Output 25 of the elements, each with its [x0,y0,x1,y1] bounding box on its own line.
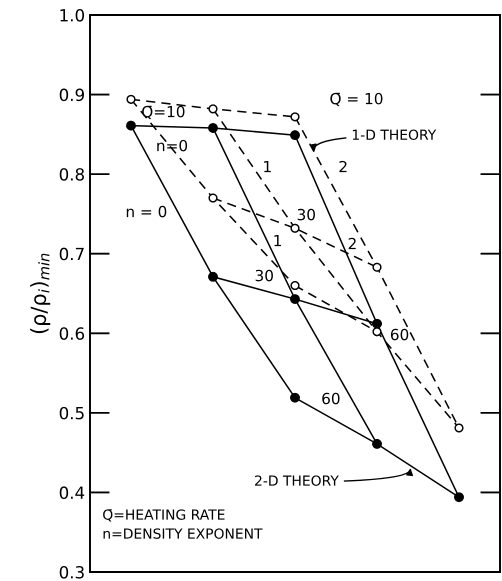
annotation: 1 [264,161,271,172]
y-tick-label: 1.0 [60,8,84,22]
y-tick-label: 0.9 [60,88,84,102]
y-tick-label: 0.8 [60,168,84,181]
y-tick-label: 0.5 [60,406,84,420]
annotation: Q̄=HEATING RATE [103,509,225,522]
annotation: n=0 [157,140,188,152]
annotation: Q̄=10 [142,106,185,120]
annotation: n=DENSITY EXPONENT [104,528,263,539]
annotation: Q̄ = 10 [330,92,382,106]
y-axis-title: (ρ/ρ$_{i}$)$_{min}$ [30,254,50,334]
annotation: 2 [339,160,347,172]
annotation: 1 [274,234,282,246]
annotation: 60 [390,328,408,340]
annotation: 2-D THEORY [255,475,339,486]
annotation: 30 [298,208,315,220]
y-tick-label: 0.6 [60,327,84,340]
annotation: 1-D THEORY [352,129,436,140]
y-tick-label: 0.7 [60,248,84,260]
annotation: 60 [322,392,340,404]
annotation: 30 [256,270,273,282]
annotation: 2 [348,238,356,250]
y-tick-label: 0.3 [60,566,84,579]
y-tick-label: 0.4 [60,486,84,499]
annotation: n = 0 [126,206,166,218]
